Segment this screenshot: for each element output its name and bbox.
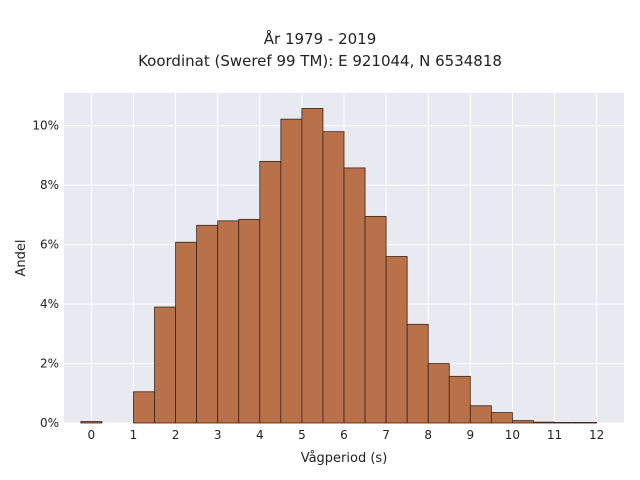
histogram-bar [133, 391, 155, 424]
histogram-bar [80, 421, 103, 424]
y-tick-label: 0% [40, 416, 59, 430]
histogram-bar [490, 412, 513, 424]
y-tick-label: 6% [40, 238, 59, 252]
histogram-bar [322, 131, 345, 424]
histogram-bar [175, 241, 198, 424]
x-tick-label: 3 [214, 428, 222, 442]
x-tick-label: 5 [298, 428, 306, 442]
x-tick-label: 1 [130, 428, 138, 442]
x-tick-label: 9 [466, 428, 474, 442]
x-tick-label: 10 [505, 428, 520, 442]
x-tick-label: 0 [88, 428, 96, 442]
histogram-bar [448, 375, 471, 424]
histogram-bar [554, 422, 576, 424]
histogram-bar [469, 405, 492, 424]
histogram-bar [533, 421, 555, 424]
histogram-bar [512, 420, 534, 424]
x-tick-label: 6 [340, 428, 348, 442]
histogram-bar [385, 256, 408, 424]
histogram-bar [259, 160, 282, 424]
histogram-bar [280, 118, 303, 424]
x-tick-label: 4 [256, 428, 264, 442]
histogram-bar [196, 224, 219, 424]
histogram-bar [217, 220, 240, 424]
chart-title: År 1979 - 2019 [263, 30, 377, 48]
bars [80, 108, 598, 424]
chart-title-block: År 1979 - 2019 Koordinat (Sweref 99 TM):… [0, 28, 640, 72]
x-tick-label: 12 [589, 428, 604, 442]
x-tick-label: 11 [547, 428, 562, 442]
x-tick-label: 2 [172, 428, 180, 442]
histogram-bar [301, 108, 324, 424]
y-tick-label: 8% [40, 178, 59, 192]
y-tick-label: 4% [40, 297, 59, 311]
x-tick-label: 8 [424, 428, 432, 442]
y-axis-label: Andel [14, 240, 29, 277]
histogram-bar [154, 306, 176, 424]
histogram-bar [364, 215, 387, 424]
tick-labels: 0%2%4%6%8%10%0 1 2 3 4 5 6 7 8 9 10 11 12 [32, 119, 604, 442]
histogram-bar [406, 323, 429, 424]
x-axis-label: Vågperiod (s) [301, 451, 388, 466]
histogram-bar [343, 167, 366, 424]
histogram-bar [427, 363, 450, 424]
histogram-bar [238, 218, 261, 424]
x-tick-label: 7 [382, 428, 390, 442]
y-tick-label: 10% [32, 119, 59, 133]
y-tick-label: 2% [40, 357, 59, 371]
histogram-bar [575, 422, 598, 424]
chart-subtitle: Koordinat (Sweref 99 TM): E 921044, N 65… [138, 52, 502, 70]
